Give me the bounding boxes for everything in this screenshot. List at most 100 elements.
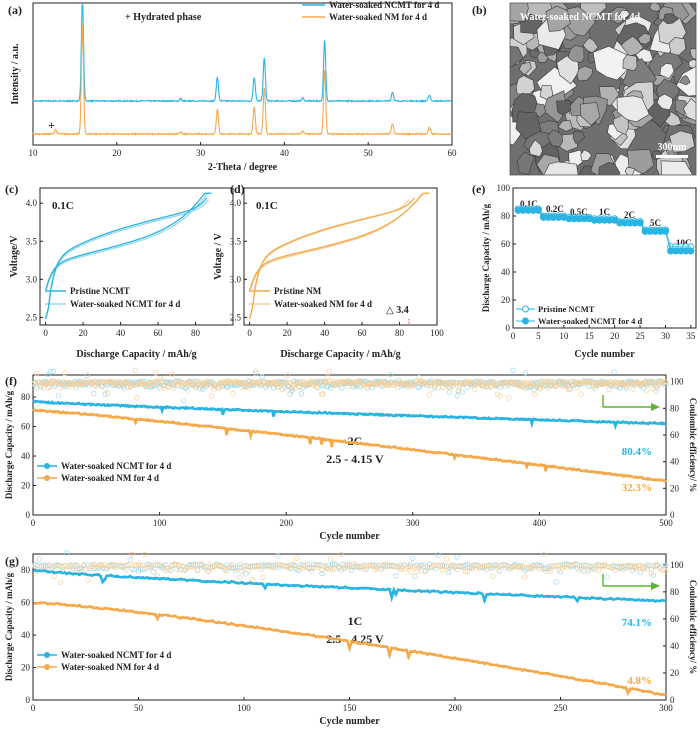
y-tick-label: 60 xyxy=(501,239,511,249)
capacity-point xyxy=(437,450,441,455)
capacity-point xyxy=(608,472,612,476)
capacity-point xyxy=(134,610,138,614)
capacity-point xyxy=(361,442,366,446)
capacity-point xyxy=(545,464,549,469)
ce-point xyxy=(484,563,490,569)
capacity-point xyxy=(583,469,587,473)
capacity-point xyxy=(546,671,550,676)
ce-point xyxy=(463,380,469,386)
sem-grain xyxy=(579,102,601,126)
capacity-point xyxy=(399,414,404,418)
voltage-ylabel: Voltage / V xyxy=(213,232,224,279)
capacity-point xyxy=(312,585,316,589)
ce-point xyxy=(413,378,420,384)
capacity-point xyxy=(198,617,202,621)
capacity-point xyxy=(451,591,455,595)
xrd-ylabel: Intensity / a.u. xyxy=(10,43,21,105)
capacity-point xyxy=(622,686,626,690)
x-tick-label: 60 xyxy=(358,328,368,338)
capacity-point xyxy=(406,655,411,659)
sem-grain xyxy=(669,130,695,153)
capacity-point xyxy=(204,619,208,623)
capacity-point xyxy=(77,572,82,577)
charge-curve xyxy=(248,192,430,291)
voltage-xlabel: Discharge Capacity / mAh/g xyxy=(280,349,400,360)
ce-point xyxy=(256,562,262,569)
capacity-point xyxy=(558,595,563,599)
capacity-point xyxy=(266,431,271,435)
ce-point xyxy=(184,387,191,393)
sem-grain xyxy=(542,90,567,123)
ce-point xyxy=(68,562,74,568)
capacity-point xyxy=(331,637,335,641)
y2-tick-label: 60 xyxy=(670,430,680,440)
ce-point xyxy=(36,379,42,385)
capacity-point xyxy=(387,653,392,657)
ce-point xyxy=(173,562,180,568)
ce-point xyxy=(396,380,402,387)
capacity-point xyxy=(380,412,385,416)
ce-point xyxy=(148,379,154,385)
ce-point xyxy=(259,374,265,380)
y-tick-label: 80 xyxy=(501,211,511,221)
ce-point xyxy=(327,385,334,391)
capacity-point xyxy=(653,599,658,603)
capacity-point xyxy=(475,455,479,459)
capacity-point xyxy=(160,613,164,617)
capacity-point xyxy=(533,670,537,674)
ce-point xyxy=(400,381,406,387)
x-tick-label: 200 xyxy=(448,703,462,713)
legend-label: Water-soaked NM for 4 d xyxy=(61,662,159,672)
capacity-point xyxy=(114,403,119,407)
capacity-point xyxy=(514,593,518,597)
rate-step-label: 10C xyxy=(676,238,692,248)
ce-point xyxy=(454,393,460,399)
capacity-point xyxy=(140,405,144,409)
ce-point xyxy=(125,384,131,390)
ce-point xyxy=(648,570,654,577)
legend-marker xyxy=(522,317,529,325)
capacity-point xyxy=(482,416,486,420)
capacity-point xyxy=(171,420,176,424)
sem-grain xyxy=(536,51,549,64)
y2-tick-label: 20 xyxy=(670,483,680,493)
y2-tick-label: 20 xyxy=(670,668,680,678)
capacity-point xyxy=(241,428,245,433)
ce-point xyxy=(585,568,591,574)
cycling-window: 2.5 - 4.25 V xyxy=(326,632,384,646)
capacity-point xyxy=(273,409,277,414)
ce-point xyxy=(460,564,467,570)
capacity-point xyxy=(558,674,563,678)
ce-point xyxy=(206,380,212,386)
capacity-point xyxy=(203,424,207,428)
ce-point xyxy=(181,380,187,386)
ce-point xyxy=(93,563,99,569)
x-tick-label: 30 xyxy=(196,148,206,158)
capacity-point xyxy=(495,663,499,667)
capacity-point xyxy=(362,641,366,645)
sem-grain xyxy=(556,99,573,116)
capacity-point xyxy=(285,409,290,414)
capacity-point xyxy=(312,633,316,637)
capacity-point xyxy=(76,401,81,405)
ce-point xyxy=(307,379,313,385)
capacity-point xyxy=(280,583,284,588)
capacity-point xyxy=(133,405,138,409)
ce-point xyxy=(49,563,55,570)
ce-point xyxy=(327,556,334,562)
ce-point xyxy=(40,563,47,570)
x-tick-label: 250 xyxy=(554,703,568,713)
capacity-point xyxy=(39,601,44,605)
capacity-point xyxy=(241,408,245,413)
ce-point xyxy=(46,381,53,387)
y2-tick-label: 80 xyxy=(670,403,680,413)
capacity-point xyxy=(57,410,62,415)
rate-xlabel: Cycle number xyxy=(574,349,635,360)
sem-image xyxy=(510,3,696,175)
capacity-point xyxy=(266,409,271,414)
ce-point xyxy=(135,381,141,387)
sem-grain xyxy=(679,75,691,86)
ce-point xyxy=(663,568,669,574)
ce-point xyxy=(151,379,158,385)
capacity-point xyxy=(602,472,606,476)
